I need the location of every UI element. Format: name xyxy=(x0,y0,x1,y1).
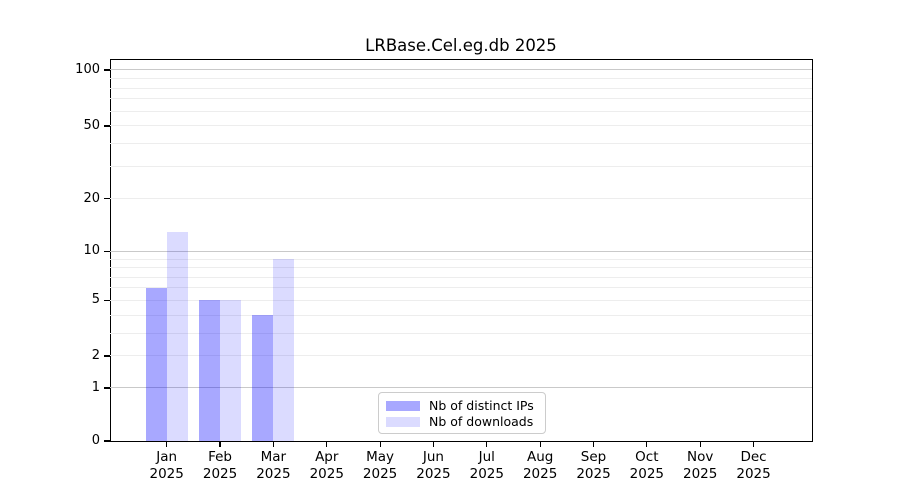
x-tick-label: Mar 2025 xyxy=(256,449,291,482)
legend-swatch-downloads xyxy=(386,416,420,427)
legend-item-distinct-ips: Nb of distinct IPs xyxy=(386,398,537,413)
x-tickmark xyxy=(326,442,328,447)
x-tick-label: Apr 2025 xyxy=(309,449,344,482)
y-tick-label: 50 xyxy=(83,117,100,133)
x-tickmark xyxy=(272,442,274,447)
legend-swatch-distinct-ips xyxy=(386,400,420,411)
x-tick-label: Aug 2025 xyxy=(522,449,558,482)
y-tick-label: 10 xyxy=(83,243,100,259)
x-tickmark xyxy=(166,442,168,447)
x-tick-label: Sep 2025 xyxy=(576,449,611,482)
x-tick-label: Oct 2025 xyxy=(629,449,665,482)
y-tick-label: 0 xyxy=(91,433,100,448)
x-tickmark xyxy=(752,442,755,447)
x-tick-label: Feb 2025 xyxy=(202,449,238,482)
legend: Nb of distinct IPs Nb of downloads xyxy=(378,392,546,434)
x-tickmark xyxy=(379,442,381,447)
y-tick-label: 100 xyxy=(75,61,100,77)
y-tick-label: 20 xyxy=(83,190,100,206)
plot-area xyxy=(110,59,813,442)
legend-item-downloads: Nb of downloads xyxy=(386,414,537,429)
x-tick-label: Jan 2025 xyxy=(149,449,184,482)
x-tick-label: Jun 2025 xyxy=(416,449,451,482)
x-tickmark xyxy=(699,442,701,447)
chart-title: LRBase.Cel.eg.db 2025 xyxy=(365,36,557,55)
y-tick-label: 5 xyxy=(91,292,100,308)
x-tickmark xyxy=(219,442,221,447)
x-tickmark xyxy=(432,442,435,447)
x-tick-label: Jul 2025 xyxy=(469,449,504,482)
y-tick-label: 2 xyxy=(91,347,100,363)
x-tick-label: May 2025 xyxy=(362,449,398,482)
y-tick-label: 1 xyxy=(91,379,100,395)
x-tickmark xyxy=(646,442,648,447)
x-tick-label: Dec 2025 xyxy=(736,449,771,482)
x-tickmark xyxy=(486,442,488,447)
legend-label-downloads: Nb of downloads xyxy=(429,414,534,429)
x-tick-label: Nov 2025 xyxy=(683,449,718,482)
x-tickmark xyxy=(592,442,595,447)
legend-label-distinct-ips: Nb of distinct IPs xyxy=(429,398,534,413)
x-tickmark xyxy=(539,442,541,447)
